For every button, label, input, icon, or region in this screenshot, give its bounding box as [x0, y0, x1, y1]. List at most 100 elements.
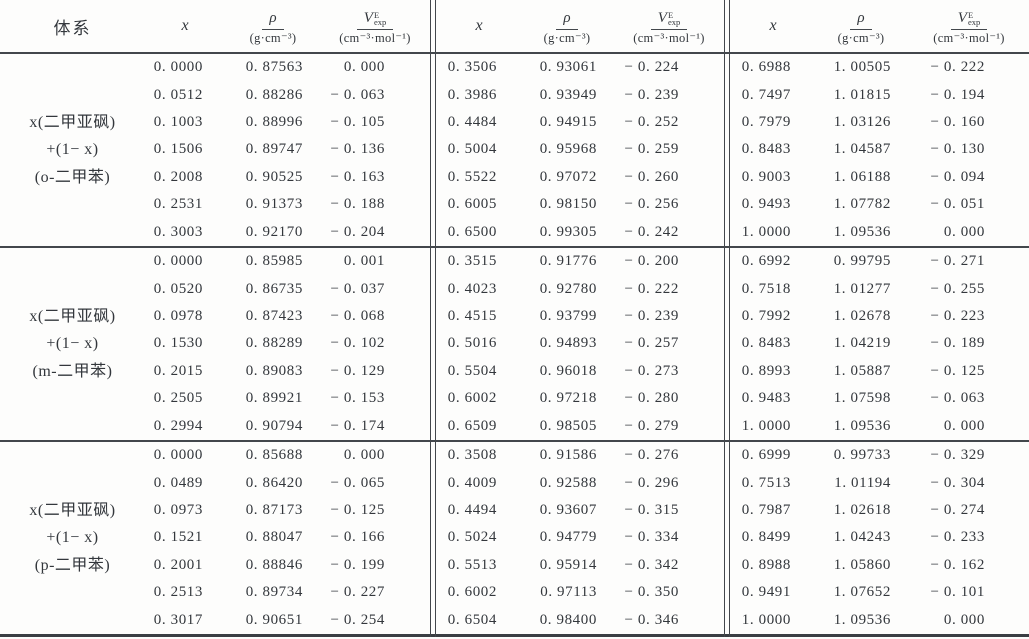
rho-value: 1. 05887: [833, 362, 891, 379]
ve-value: − 0. 342: [624, 556, 679, 573]
rho-value: 0. 97218: [539, 390, 597, 407]
rho-value: 1. 02618: [833, 501, 891, 518]
rho-value: 0. 95968: [539, 141, 597, 158]
x-value: 0. 1521: [153, 529, 203, 546]
rho-value: 1. 05860: [833, 556, 891, 573]
table-group-p-xylene: x(二甲亚砜) +(1− x) (p-二甲苯) 0. 0000 0. 85688 0…: [0, 442, 1029, 637]
rho-value: 0. 93949: [539, 86, 597, 103]
x-value: 0. 9493: [741, 196, 791, 213]
x-value: 0. 6500: [447, 223, 497, 240]
ve-value: − 0. 329: [930, 447, 985, 464]
rho-value: 0. 90651: [245, 611, 303, 628]
ve-value: 0. 000: [943, 417, 985, 434]
x-value: 0. 0978: [153, 308, 203, 324]
rho-value: 1. 07782: [833, 196, 891, 213]
system-label: x(二甲亚砜) +(1− x) (p-二甲苯): [0, 442, 145, 634]
ve-value: − 0. 130: [930, 141, 985, 158]
rho-value: 1. 02678: [833, 308, 891, 324]
x-value: 0. 1530: [153, 335, 203, 352]
ve-value: − 0. 259: [624, 141, 679, 158]
ve-value: − 0. 166: [330, 529, 385, 546]
ve-value: − 0. 273: [624, 362, 679, 379]
ve-value: − 0. 239: [624, 86, 679, 103]
system-label: x(二甲亚砜) +(1− x) (o-二甲苯): [0, 54, 145, 246]
rho-value: 0. 90794: [245, 417, 303, 434]
system-label-line: (o-二甲苯): [34, 168, 111, 186]
x-value: 0. 6002: [447, 584, 497, 601]
ve-value: − 0. 279: [624, 417, 679, 434]
ve-value: − 0. 105: [330, 114, 385, 131]
x-value: 0. 0489: [153, 474, 203, 491]
x-value: 0. 5016: [447, 335, 497, 352]
rho-value: 1. 04219: [833, 335, 891, 352]
rho-value: 1. 03126: [833, 114, 891, 131]
rho-value: 0. 93061: [539, 59, 597, 76]
x-value: 0. 9483: [741, 390, 791, 407]
x-value: 0. 0973: [153, 501, 203, 518]
rho-value: 0. 94779: [539, 529, 597, 546]
x-value: 0. 6005: [447, 196, 497, 213]
rho-value: 0. 88846: [245, 556, 303, 573]
rho-value: 0. 89921: [245, 390, 303, 407]
rho-value: 0. 99305: [539, 223, 597, 240]
ve-value: − 0. 276: [624, 447, 679, 464]
rho-value: 0. 98505: [539, 417, 597, 434]
ve-value: − 0. 260: [624, 168, 679, 185]
system-column-header: 体系: [53, 18, 92, 38]
rho-symbol: ρ: [556, 8, 578, 30]
ve-value: − 0. 094: [930, 168, 985, 185]
ve-value: − 0. 153: [330, 390, 385, 407]
ve-value: − 0. 296: [624, 474, 679, 491]
ve-value: − 0. 315: [624, 501, 679, 518]
rho-value: 0. 88047: [245, 529, 303, 546]
x-value: 1. 0000: [741, 223, 791, 240]
ve-value: − 0. 051: [930, 196, 985, 213]
rho-value: 0. 88286: [245, 86, 303, 103]
rho-value: 0. 96018: [539, 362, 597, 379]
ve-value: − 0. 068: [330, 308, 385, 324]
ve-value: − 0. 189: [930, 335, 985, 352]
rho-value: 1. 01194: [834, 474, 891, 491]
rho-value: 0. 90525: [245, 168, 303, 185]
rho-unit: (g·cm⁻³): [249, 30, 297, 45]
col-header-rho: ρ (g·cm⁻³): [813, 0, 909, 52]
x-value: 0. 7992: [741, 308, 791, 324]
rho-value: 0. 93607: [539, 501, 597, 518]
col-header-rho: ρ (g·cm⁻³): [519, 0, 615, 52]
x-value: 0. 3003: [153, 223, 203, 240]
x-value: 0. 4515: [447, 308, 497, 324]
rho-unit: (g·cm⁻³): [837, 30, 885, 45]
rho-value: 0. 92780: [539, 280, 597, 297]
table-group-o-xylene: x(二甲亚砜) +(1− x) (o-二甲苯) 0. 0000 0. 87563 0…: [0, 54, 1029, 248]
system-label-line: +(1− x): [46, 335, 99, 353]
ve-value: 0. 000: [343, 447, 385, 464]
rho-value: 1. 04587: [833, 141, 891, 158]
x-value: 0. 0512: [153, 86, 203, 103]
x-value: 0. 3986: [447, 86, 497, 103]
x-value: 0. 3508: [447, 447, 497, 464]
ve-value: − 0. 129: [330, 362, 385, 379]
ve-value: − 0. 125: [330, 501, 385, 518]
ve-unit: (cm⁻³·mol⁻¹): [933, 30, 1005, 45]
x-value: 0. 7987: [741, 501, 791, 518]
ve-value: 0. 000: [943, 223, 985, 240]
x-value: 0. 8988: [741, 556, 791, 573]
x-value: 0. 4484: [447, 114, 497, 131]
rho-value: 0. 98400: [539, 611, 597, 628]
ve-value: − 0. 280: [624, 390, 679, 407]
ve-value: − 0. 346: [624, 611, 679, 628]
rho-value: 1. 07652: [833, 584, 891, 601]
x-value: 0. 1003: [153, 114, 203, 131]
x-value: 0. 6988: [741, 59, 791, 76]
ve-value: − 0. 162: [930, 556, 985, 573]
x-value: 0. 0000: [153, 447, 203, 464]
x-value: 0. 7497: [741, 86, 791, 103]
rho-value: 1. 09536: [833, 223, 891, 240]
rho-value: 0. 99795: [833, 253, 891, 270]
